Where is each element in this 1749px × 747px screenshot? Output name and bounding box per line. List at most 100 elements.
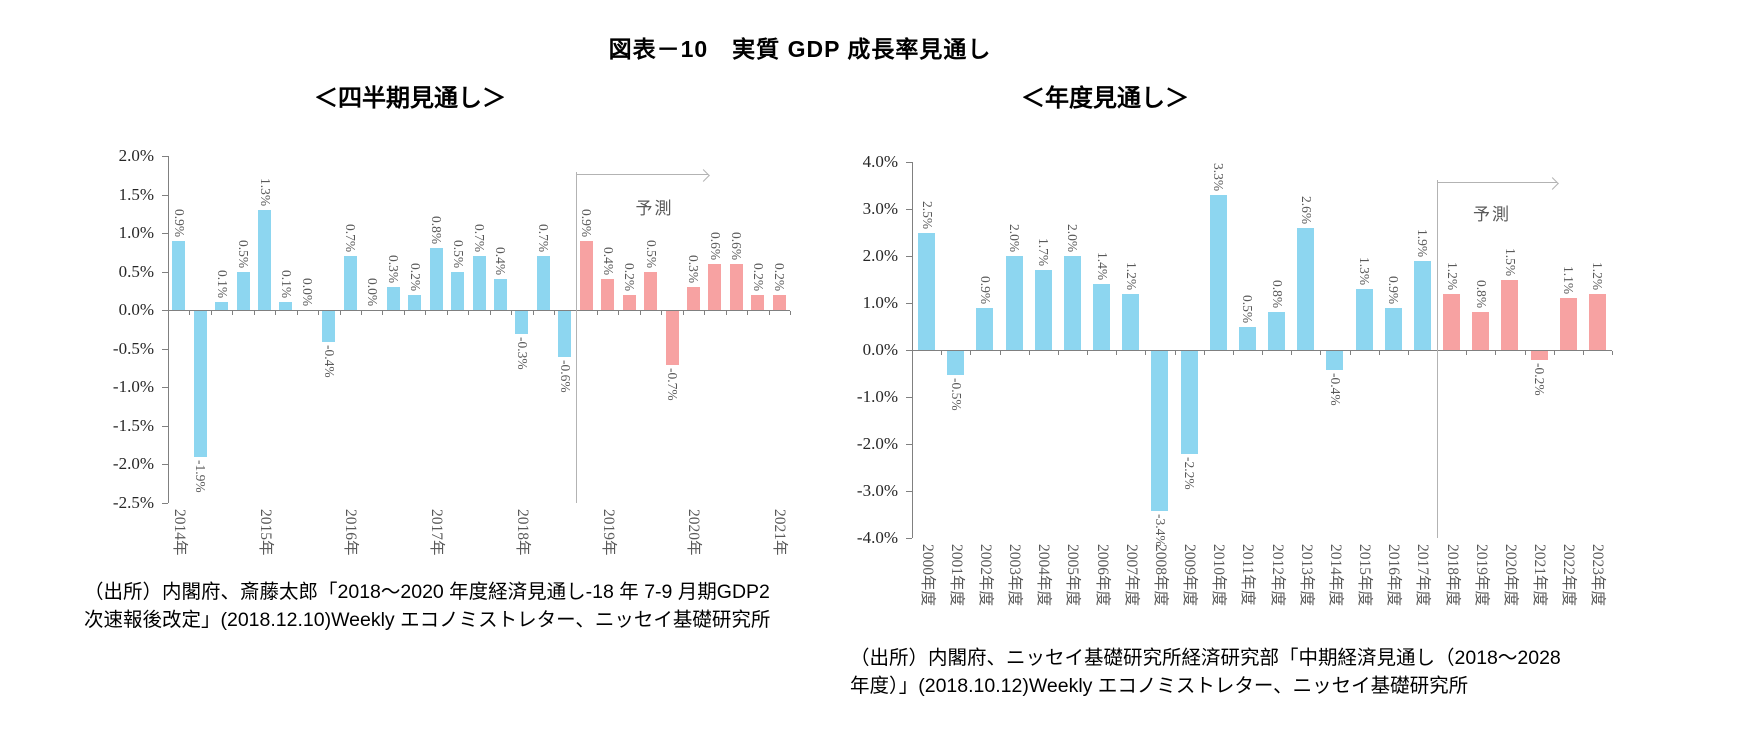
x-axis-tick	[1466, 351, 1468, 355]
actual-bar	[947, 351, 965, 375]
x-axis-tick	[1145, 351, 1147, 355]
forecast-bar	[1559, 298, 1577, 350]
actual-bar	[558, 311, 572, 358]
x-axis-tick	[682, 311, 684, 315]
x-tick-label: 2020年度	[1501, 544, 1519, 607]
y-tick-label: -2.0%	[112, 454, 154, 473]
y-axis-tick	[906, 256, 912, 257]
x-axis-tick	[361, 311, 363, 315]
actual-bar	[1413, 260, 1431, 350]
bar-value-label: 0.2%	[622, 262, 638, 291]
x-axis-tick	[1116, 351, 1118, 355]
forecast-bar	[601, 279, 615, 310]
y-axis-tick	[162, 464, 168, 465]
x-axis-tick	[618, 311, 620, 315]
y-axis-tick	[162, 271, 168, 273]
actual-bar	[515, 311, 529, 335]
bar-value-label: -0.7%	[665, 367, 681, 401]
bar-value-label: 1.3%	[1357, 256, 1373, 286]
actual-bar	[1326, 351, 1344, 370]
y-axis-tick	[906, 162, 912, 163]
bar-value-label: 0.6%	[729, 231, 745, 260]
actual-bar	[1297, 227, 1315, 350]
y-tick-label: 0.0%	[118, 300, 154, 319]
actual-bar	[193, 311, 207, 458]
x-axis-tick	[511, 311, 513, 315]
y-axis-tick	[906, 303, 912, 304]
x-tick-label: 2020年	[685, 509, 703, 556]
x-axis-tick	[532, 311, 534, 315]
actual-bar	[451, 271, 465, 310]
x-axis-tick	[1553, 351, 1555, 355]
bar-value-label: 1.4%	[1094, 252, 1110, 281]
source-line: （出所）内閣府、斎藤太郎「2018～2020 年度経済見通し-18 年 7-9 …	[84, 581, 770, 603]
x-axis-tick	[189, 311, 191, 315]
x-axis-line	[912, 350, 1612, 351]
forecast-bar	[686, 286, 700, 310]
x-axis-tick	[296, 311, 298, 315]
forecast-arrow	[1437, 182, 1557, 183]
y-axis-tick	[162, 502, 168, 504]
bar-value-label: 0.5%	[1240, 294, 1256, 323]
x-tick-label: 2021年度	[1531, 544, 1549, 607]
x-axis-tick	[253, 311, 255, 315]
x-tick-label: 2009年度	[1181, 544, 1199, 607]
forecast-bar	[665, 311, 679, 365]
y-axis-tick	[906, 397, 912, 398]
forecast-bar	[1472, 312, 1490, 350]
y-axis-tick	[906, 538, 912, 539]
bar-value-label: 0.5%	[450, 239, 466, 268]
y-tick-label: -2.5%	[112, 492, 154, 512]
forecast-bar	[729, 263, 743, 310]
y-tick-label: -1.0%	[856, 387, 898, 406]
y-tick-label: -3.0%	[856, 481, 898, 500]
actual-bar	[215, 302, 229, 310]
forecast-bar	[751, 294, 765, 310]
x-axis-tick	[790, 311, 791, 315]
bar-value-label: 0.8%	[1473, 280, 1489, 309]
bar-value-label: 0.2%	[772, 262, 788, 291]
figure-title: 図表－10 実質 GDP 成長率見通し	[608, 36, 992, 62]
actual-bar	[279, 302, 293, 310]
forecast-bar	[1443, 293, 1461, 350]
x-axis-tick	[1232, 351, 1234, 355]
bar-value-label: 0.6%	[707, 231, 723, 260]
bar-value-label: 2.6%	[1298, 195, 1314, 224]
y-tick-label: 2.0%	[862, 246, 898, 265]
actual-bar	[408, 294, 422, 310]
x-axis-tick	[912, 351, 913, 355]
x-axis-tick	[725, 311, 727, 315]
bar-value-label: -1.9%	[193, 460, 209, 493]
x-axis-tick	[318, 311, 320, 315]
bar-value-label: 0.8%	[1269, 280, 1285, 309]
x-tick-label: 2006年度	[1093, 544, 1111, 607]
x-tick-label: 2015年度	[1356, 544, 1374, 607]
x-axis-tick	[1203, 351, 1205, 355]
x-tick-label: 2007年度	[1122, 544, 1140, 607]
actual-bar	[1355, 288, 1373, 350]
x-axis-line	[168, 310, 790, 311]
x-axis-tick	[168, 311, 169, 315]
y-axis-tick	[162, 233, 168, 234]
y-tick-label: 2.0%	[118, 146, 154, 165]
actual-bar	[1384, 307, 1402, 350]
x-tick-label: 2019年	[599, 509, 617, 556]
bar-value-label: 0.9%	[977, 275, 993, 304]
bar-value-label: 1.7%	[1036, 238, 1052, 267]
x-tick-label: 2004年度	[1035, 544, 1053, 607]
bar-value-label: 0.7%	[472, 224, 487, 253]
y-axis-tick	[162, 194, 168, 196]
annual-chart-source-note: （出所）内閣府、ニッセイ基礎研究所経済研究部「中期経済見通し（2018～2028…	[850, 644, 1749, 700]
x-axis-tick	[596, 311, 598, 315]
actual-bar	[1209, 194, 1227, 350]
bar-value-label: -2.2%	[1182, 457, 1198, 491]
y-axis-line	[168, 156, 169, 503]
bar-value-label: 0.8%	[429, 216, 445, 245]
x-axis-tick	[704, 311, 706, 315]
actual-bar	[1005, 256, 1023, 350]
bar-value-label: 3.3%	[1211, 162, 1227, 192]
x-tick-label: 2003年度	[1006, 544, 1024, 607]
quarterly-chart-subtitle: ＜四半期見通し＞	[314, 85, 506, 112]
x-tick-label: 2018年	[513, 509, 531, 556]
